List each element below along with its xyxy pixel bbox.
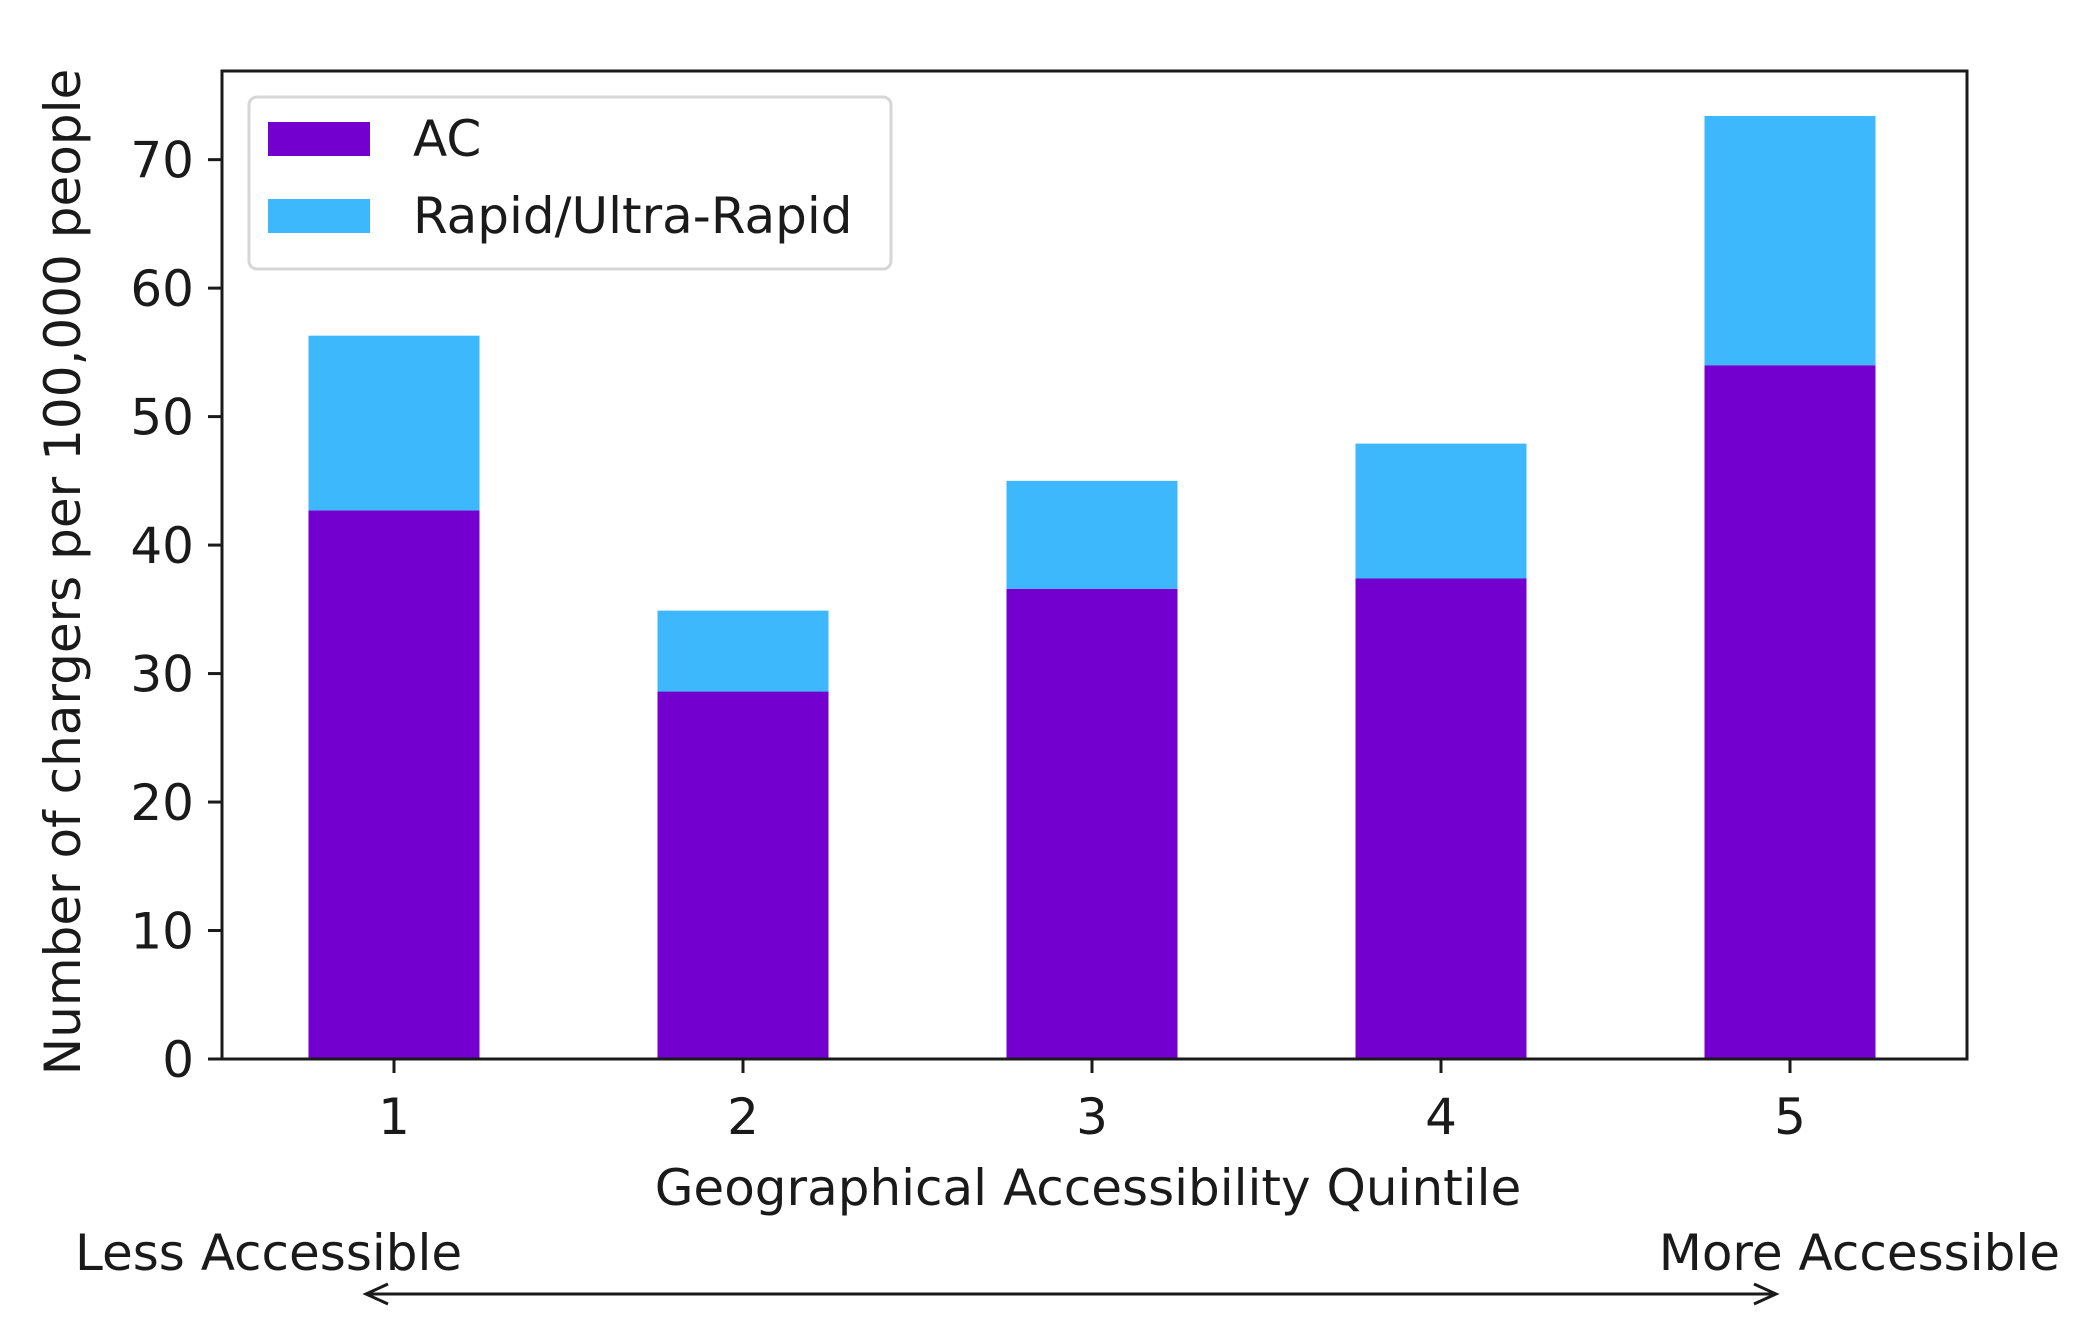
bar-ac-q4: [1355, 578, 1527, 1059]
y-tick-label: 70: [130, 132, 194, 190]
annotation-more-accessible: More Accessible: [1659, 1224, 2060, 1282]
bar-rapid-q4: [1355, 443, 1527, 579]
x-axis: 1 2 3 4 5: [378, 1059, 1806, 1146]
x-tick-label: 5: [1774, 1088, 1806, 1146]
bar-ac-q1: [308, 510, 480, 1059]
legend-label-ac: AC: [413, 110, 481, 168]
bar-ac-q2: [657, 691, 829, 1059]
annotation-less-accessible: Less Accessible: [75, 1224, 462, 1282]
y-tick-label: 10: [130, 903, 194, 961]
bars-layer: [308, 115, 1876, 1060]
y-tick-label: 40: [130, 517, 194, 575]
x-tick-label: 1: [378, 1088, 410, 1146]
y-axis: 0 10 20 30 40 50 60 70: [130, 132, 222, 1089]
plot-frame: [220, 69, 1969, 1061]
y-tick-label: 50: [130, 389, 194, 447]
legend: AC Rapid/Ultra-Rapid: [247, 95, 893, 271]
bar-ac-q3: [1006, 588, 1178, 1059]
y-axis-title: Number of chargers per 100,000 people: [34, 69, 92, 1075]
legend-swatch-rapid: [268, 199, 370, 233]
y-tick-label: 0: [162, 1031, 194, 1089]
bar-rapid-q1: [308, 335, 480, 511]
bar-ac-q5: [1704, 365, 1876, 1060]
x-axis-title: Geographical Accessibility Quintile: [655, 1159, 1522, 1217]
legend-box: [247, 95, 893, 271]
y-tick-label: 20: [130, 774, 194, 832]
bar-rapid-q5: [1704, 115, 1876, 366]
legend-label-rapid: Rapid/Ultra-Rapid: [413, 187, 852, 245]
legend-swatch-ac: [268, 122, 370, 156]
bar-rapid-q2: [657, 610, 829, 692]
accessibility-double-arrow: [362, 1282, 1780, 1306]
bar-rapid-q3: [1006, 480, 1178, 589]
x-tick-label: 2: [727, 1088, 759, 1146]
x-tick-label: 3: [1076, 1088, 1108, 1146]
x-tick-label: 4: [1425, 1088, 1457, 1146]
y-tick-label: 30: [130, 646, 194, 704]
y-tick-label: 60: [130, 260, 194, 318]
